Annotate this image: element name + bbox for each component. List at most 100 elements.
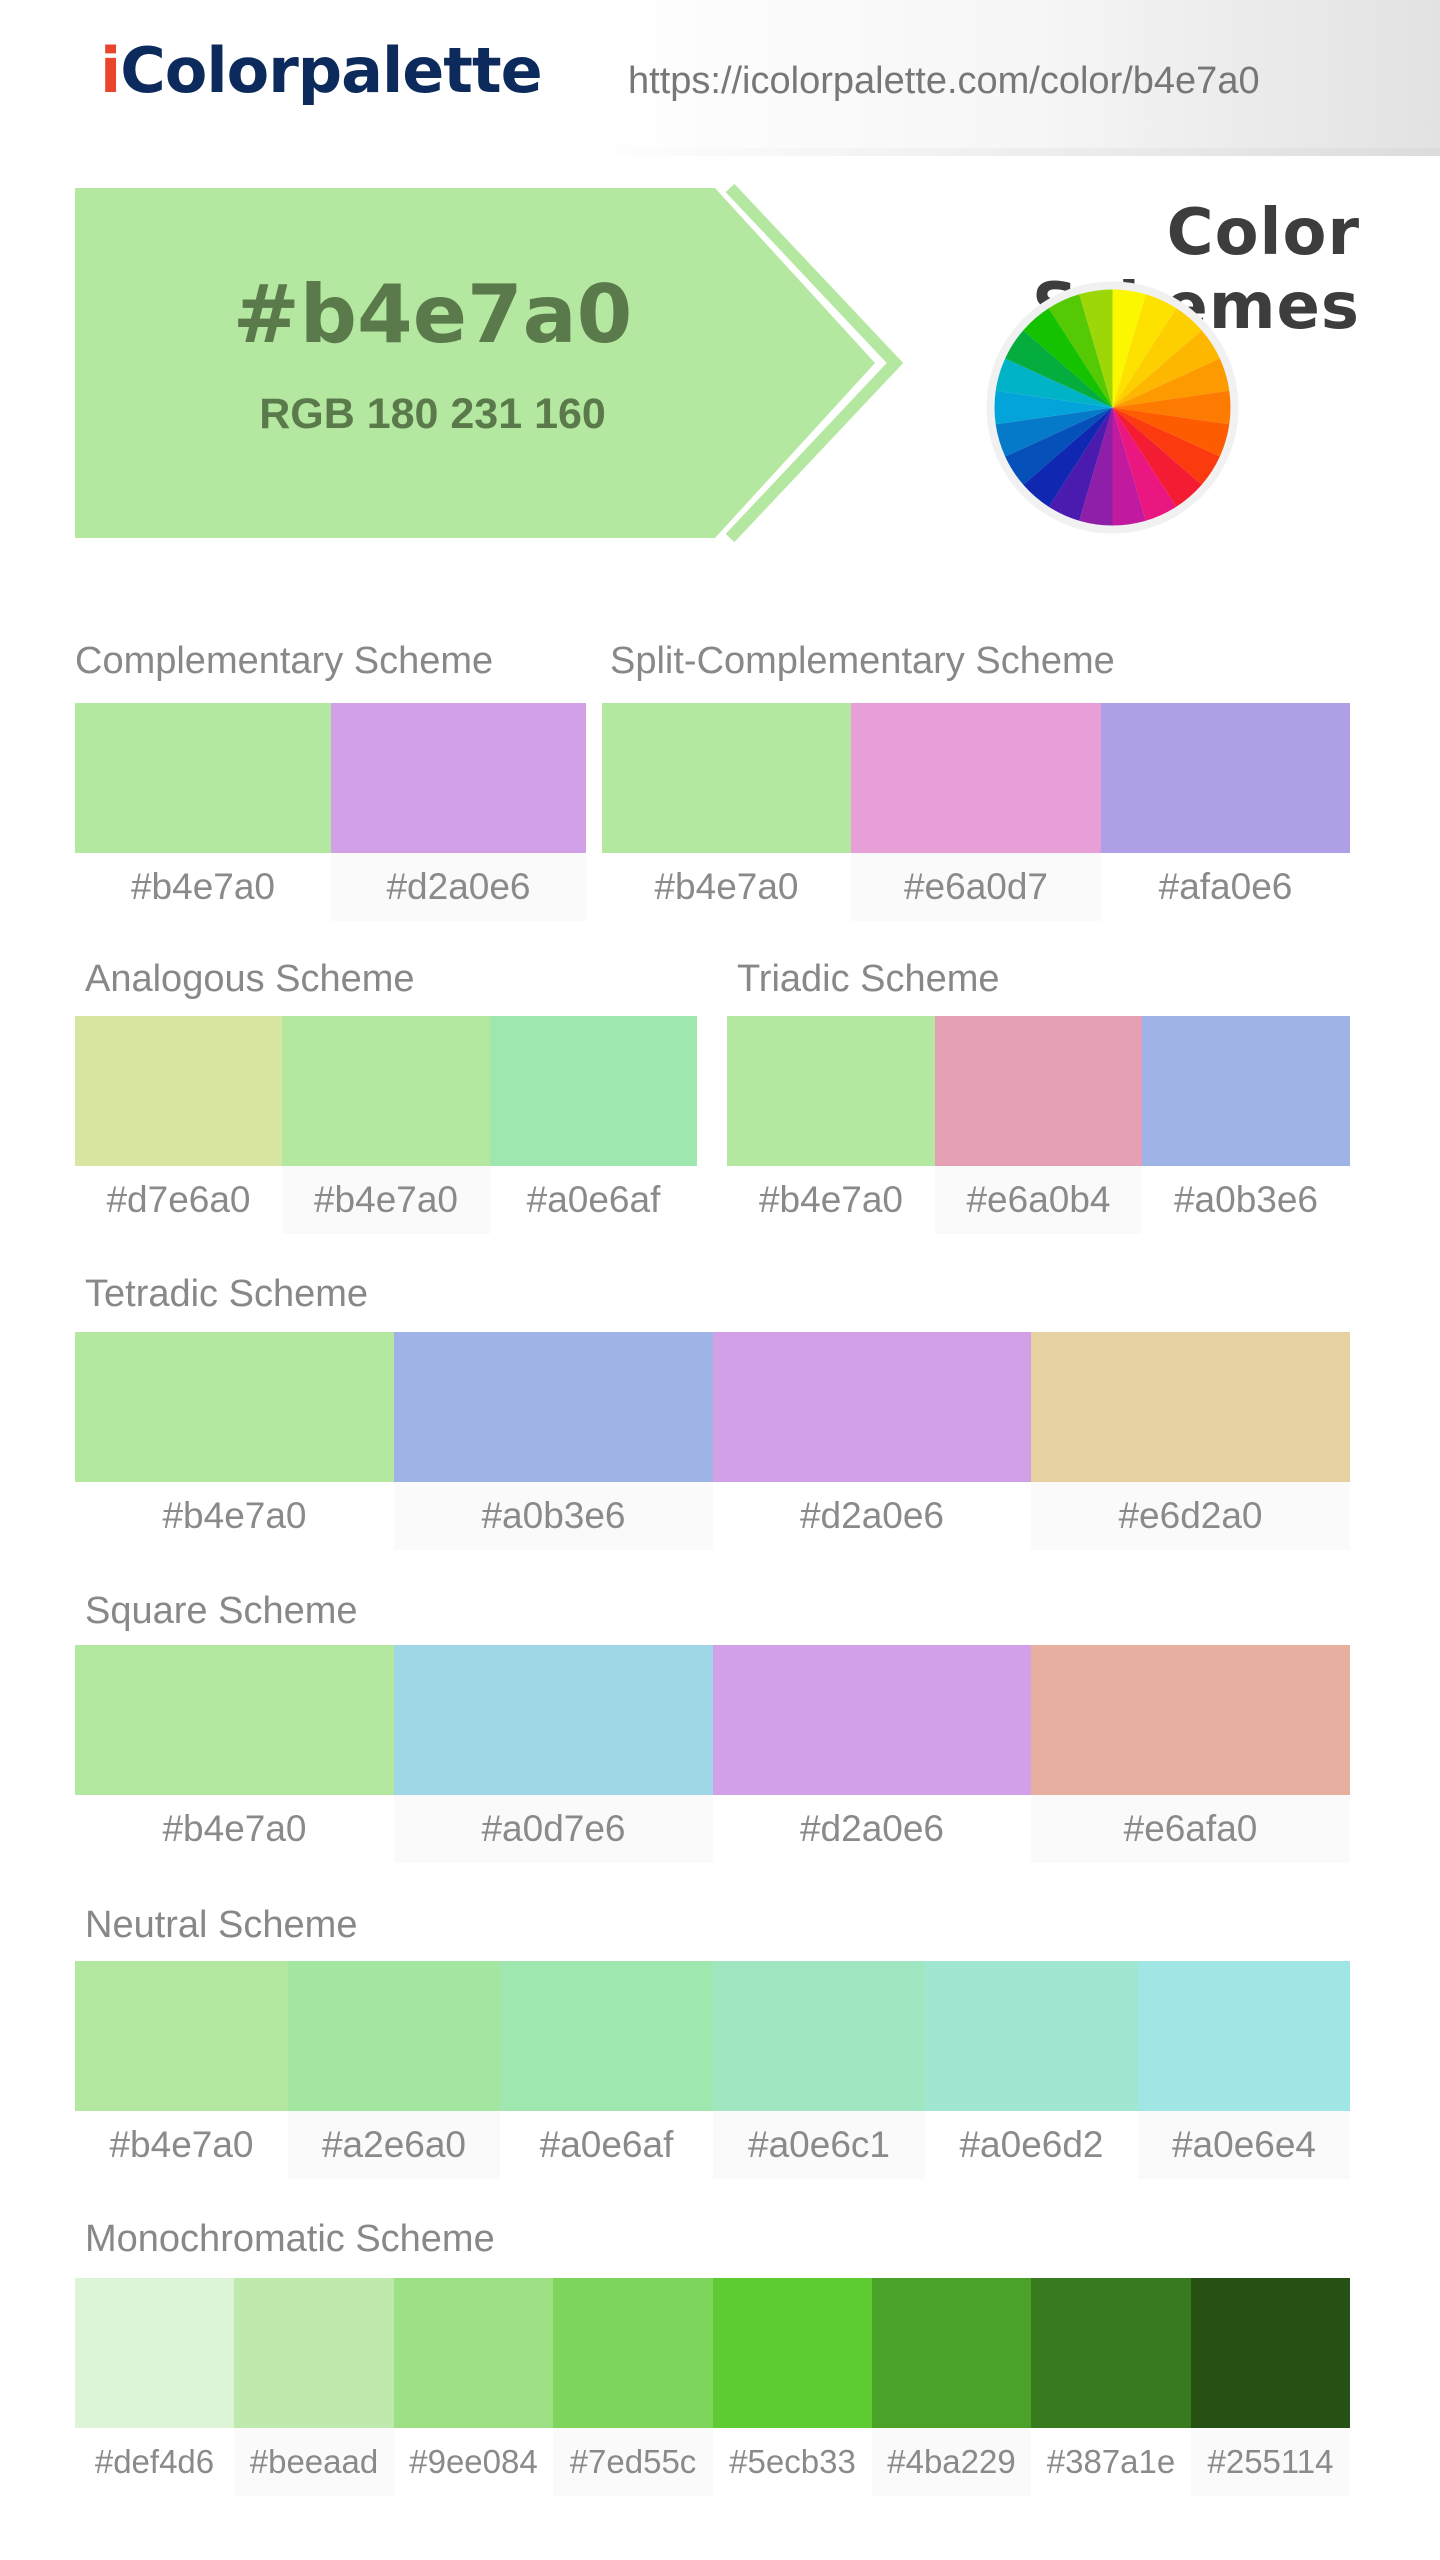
color-wheel-segment <box>1005 407 1113 485</box>
color-hex-label[interactable]: #a0e6c1 <box>713 2111 925 2179</box>
color-swatch[interactable] <box>1101 703 1350 853</box>
color-wheel-segment <box>1023 308 1113 408</box>
color-hex-label[interactable]: #e6afa0 <box>1031 1795 1350 1863</box>
color-hex-label[interactable]: #9ee084 <box>409 2443 538 2480</box>
scheme-title: Complementary Scheme <box>75 640 494 682</box>
scheme-title: Square Scheme <box>85 1590 358 1632</box>
color-hex-label[interactable]: #e6a0b4 <box>935 1166 1142 1234</box>
color-swatch[interactable] <box>713 2278 872 2428</box>
color-swatch[interactable] <box>925 1961 1138 2111</box>
logo-letter-i: i <box>100 34 121 107</box>
color-wheel-segment <box>1005 330 1113 408</box>
color-hex-label[interactable]: #b4e7a0 <box>109 2124 254 2165</box>
color-hex-label[interactable]: #5ecb33 <box>729 2443 856 2480</box>
color-hex-label[interactable]: #afa0e6 <box>1158 866 1293 907</box>
color-hex-label[interactable]: #a0e6d2 <box>959 2124 1104 2165</box>
color-swatch[interactable] <box>1031 2278 1191 2428</box>
site-logo[interactable]: iColorpalette <box>100 34 543 107</box>
color-hex-label[interactable]: #255114 <box>1191 2428 1350 2496</box>
color-swatch[interactable] <box>872 2278 1031 2428</box>
color-hex-label[interactable]: #a2e6a0 <box>288 2111 500 2179</box>
color-wheel-segment <box>1112 407 1230 457</box>
color-hex-label[interactable]: #a0e6af <box>526 1179 661 1220</box>
color-swatch[interactable] <box>75 1016 282 1166</box>
color-wheel-segment <box>1112 407 1177 521</box>
color-swatch[interactable] <box>75 2278 234 2428</box>
color-swatch[interactable] <box>75 703 331 853</box>
color-hex-label[interactable]: #b4e7a0 <box>130 866 276 907</box>
color-swatch[interactable] <box>713 1961 925 2111</box>
color-hex-label[interactable]: #d2a0e6 <box>799 1808 945 1849</box>
color-swatch[interactable] <box>490 1016 697 1166</box>
header-shadow-band <box>0 148 1440 156</box>
color-swatch[interactable] <box>75 1961 288 2111</box>
color-swatch[interactable] <box>727 1016 935 1166</box>
scheme-title: Split-Complementary Scheme <box>610 640 1115 682</box>
color-hex-label[interactable]: #4ba229 <box>872 2428 1031 2496</box>
color-hex-label[interactable]: #beeaad <box>234 2428 394 2496</box>
scheme-title: Triadic Scheme <box>737 958 1000 1000</box>
color-swatch[interactable] <box>1191 2278 1350 2428</box>
color-wheel-segment <box>1112 390 1231 425</box>
color-wheel-segment <box>1112 358 1230 408</box>
color-swatch[interactable] <box>394 2278 553 2428</box>
color-swatch[interactable] <box>553 2278 713 2428</box>
color-wheel-segment <box>1112 407 1220 485</box>
color-hex-label[interactable]: #387a1e <box>1046 2443 1176 2480</box>
color-wheel-segment <box>995 407 1113 457</box>
color-hex-label[interactable]: #a0e6e4 <box>1138 2111 1350 2179</box>
color-swatch[interactable] <box>282 1016 490 1166</box>
color-swatch[interactable] <box>935 1016 1142 1166</box>
color-hex-label[interactable]: #b4e7a0 <box>758 1179 904 1220</box>
color-swatch[interactable] <box>394 1332 713 1482</box>
color-swatch[interactable] <box>1142 1016 1350 1166</box>
color-hex-label[interactable]: #b4e7a0 <box>654 866 799 907</box>
hero-hex-code: #b4e7a0 <box>232 268 633 361</box>
color-wheel-segment <box>1079 289 1113 408</box>
color-wheel-segment <box>995 358 1113 408</box>
color-hex-label[interactable]: #e6a0d7 <box>851 853 1101 921</box>
color-swatch[interactable] <box>75 1645 394 1795</box>
color-swatch[interactable] <box>288 1961 500 2111</box>
color-hex-label[interactable]: #def4d6 <box>94 2443 215 2480</box>
color-swatch[interactable] <box>1031 1645 1350 1795</box>
hero-color-swatch <box>75 188 875 538</box>
color-wheel-segment <box>1112 294 1177 408</box>
color-wheel-segment <box>1112 330 1220 408</box>
color-hex-label[interactable]: #7ed55c <box>553 2428 713 2496</box>
color-swatch[interactable] <box>394 1645 713 1795</box>
color-swatch[interactable] <box>75 1332 394 1482</box>
color-hex-label[interactable]: #d2a0e6 <box>331 853 586 921</box>
color-swatch[interactable] <box>1031 1332 1350 1482</box>
color-swatch[interactable] <box>234 2278 394 2428</box>
color-hex-label[interactable]: #b4e7a0 <box>162 1808 307 1849</box>
color-hex-label[interactable]: #d7e6a0 <box>106 1179 251 1220</box>
hero-chevron-outline <box>725 183 904 543</box>
scheme-title: Tetradic Scheme <box>85 1273 369 1315</box>
page-url[interactable]: https://icolorpalette.com/color/b4e7a0 <box>628 60 1260 102</box>
color-wheel-segment <box>1079 407 1113 526</box>
color-hex-label[interactable]: #d2a0e6 <box>799 1495 945 1536</box>
color-swatch[interactable] <box>331 703 586 853</box>
color-hex-label[interactable]: #a0b3e6 <box>1173 1179 1319 1220</box>
color-swatch[interactable] <box>713 1645 1031 1795</box>
color-hex-label[interactable]: #a0b3e6 <box>394 1482 713 1550</box>
color-wheel-segment <box>994 390 1113 425</box>
color-wheel-segment <box>1112 308 1202 408</box>
color-swatch[interactable] <box>713 1332 1031 1482</box>
color-wheel-icon <box>986 281 1239 534</box>
scheme-title: Analogous Scheme <box>85 958 415 1000</box>
color-hex-label[interactable]: #b4e7a0 <box>162 1495 307 1536</box>
color-hex-label[interactable]: #a0d7e6 <box>394 1795 713 1863</box>
color-swatch[interactable] <box>851 703 1101 853</box>
color-swatch[interactable] <box>1138 1961 1350 2111</box>
color-wheel-segment <box>1048 294 1113 408</box>
color-wheel-segment <box>1048 407 1113 521</box>
color-hex-label[interactable]: #a0e6af <box>539 2124 674 2165</box>
color-swatch[interactable] <box>602 703 851 853</box>
hero-color-banner <box>75 183 904 543</box>
color-swatch[interactable] <box>500 1961 713 2111</box>
scheme-title: Neutral Scheme <box>85 1904 358 1946</box>
color-hex-label[interactable]: #b4e7a0 <box>282 1166 490 1234</box>
color-hex-label[interactable]: #e6d2a0 <box>1031 1482 1350 1550</box>
